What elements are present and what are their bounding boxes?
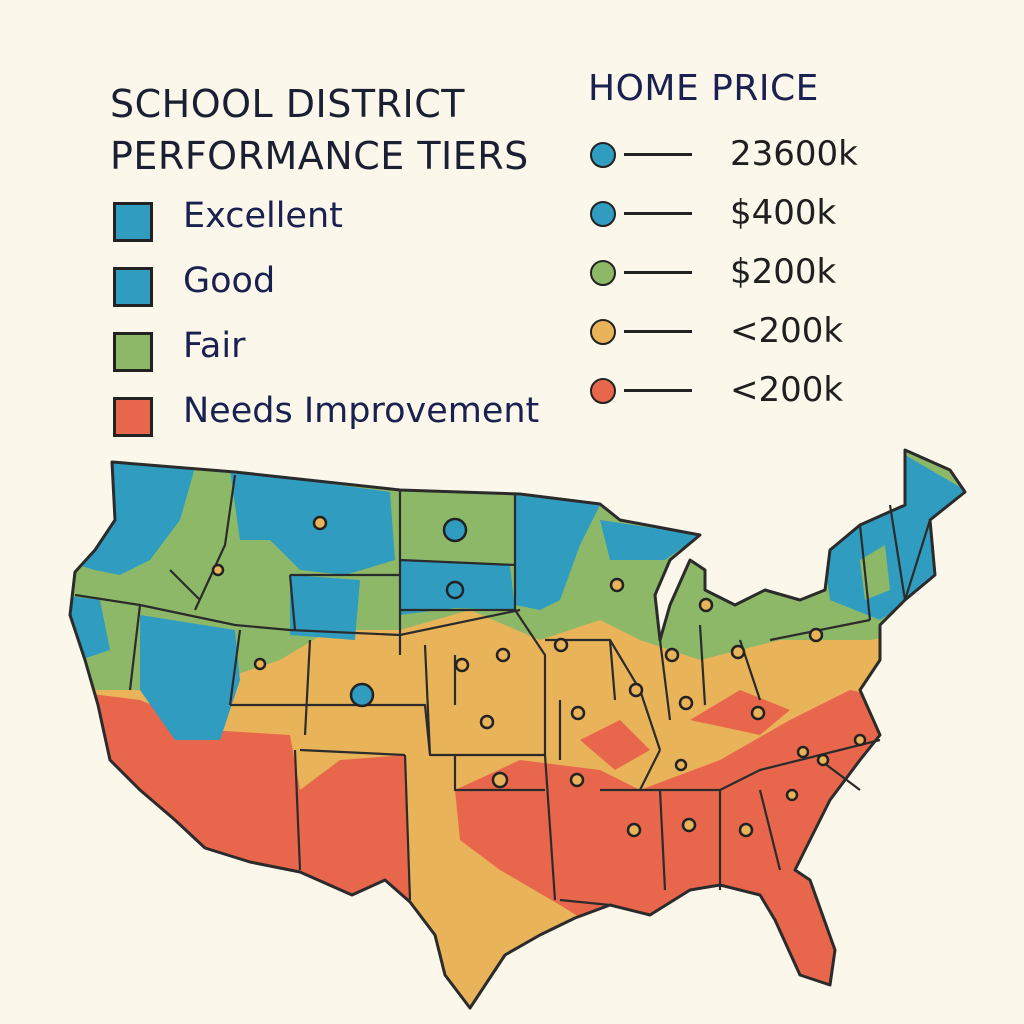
price-marker [678, 695, 694, 711]
price-marker [698, 597, 714, 613]
price-leader-line [624, 153, 692, 156]
price-marker [445, 580, 465, 600]
us-outline [68, 448, 967, 1010]
region-minnesota-blue [515, 495, 600, 610]
price-dot-icon [590, 319, 616, 345]
price-dot-icon [590, 378, 616, 404]
region-nevada-blue [140, 615, 240, 740]
legend-label-fair: Fair [183, 326, 246, 366]
region-ohio-red [690, 690, 790, 735]
price-marker [664, 647, 680, 663]
region-iowa-red [580, 720, 650, 770]
price-dot-icon [590, 201, 616, 227]
price-marker [553, 637, 569, 653]
price-label-4: <200k [730, 311, 844, 351]
price-marker [750, 705, 766, 721]
price-leader-line [624, 389, 692, 392]
price-label-5: <200k [730, 370, 844, 410]
home-price-title: HOME PRICE [588, 68, 819, 109]
price-marker [442, 517, 468, 543]
price-marker [853, 733, 867, 747]
swatch-fair [113, 332, 153, 372]
price-dot-icon [590, 142, 616, 168]
price-marker [816, 753, 830, 767]
price-leader-line [624, 212, 692, 215]
price-marker [796, 745, 810, 759]
region-great-lakes-blue [600, 520, 700, 560]
price-marker [349, 682, 375, 708]
price-marker [626, 822, 642, 838]
price-marker [738, 822, 754, 838]
price-marker [808, 627, 824, 643]
price-marker [569, 772, 585, 788]
region-montana-blue [230, 470, 395, 575]
price-marker [312, 515, 328, 531]
price-dot-icon [590, 260, 616, 286]
price-marker [674, 758, 688, 772]
legend-label-needs-improvement: Needs Improvement [183, 391, 540, 431]
legend-label-good: Good [183, 261, 276, 301]
region-south-central-red [455, 690, 900, 1008]
price-markers [211, 515, 867, 838]
price-marker [785, 788, 799, 802]
swatch-needs-improvement [113, 397, 153, 437]
state-borders [68, 448, 967, 1010]
price-leader-line [624, 271, 692, 274]
price-marker [491, 771, 509, 789]
legend-title-line1: SCHOOL DISTRICT [110, 82, 465, 126]
legend-label-excellent: Excellent [183, 196, 343, 236]
price-marker [495, 647, 511, 663]
price-marker [454, 657, 470, 673]
price-label-1: 23600k [730, 134, 858, 174]
swatch-good [113, 267, 153, 307]
region-new-england-blue [820, 455, 965, 620]
price-marker [479, 714, 495, 730]
price-marker [730, 644, 746, 660]
swatch-excellent [113, 202, 153, 242]
map-regions [70, 450, 965, 1008]
price-marker [628, 682, 644, 698]
price-marker [609, 577, 625, 593]
region-wyoming-blue [290, 575, 360, 640]
legend-title-line2: PERFORMANCE TIERS [110, 134, 529, 178]
price-marker [211, 563, 225, 577]
legend-title: SCHOOL DISTRICT PERFORMANCE TIERS [110, 78, 550, 182]
price-label-2: $400k [730, 193, 837, 233]
price-marker [253, 657, 267, 671]
price-leader-line [624, 330, 692, 333]
price-marker [570, 705, 586, 721]
price-marker [681, 817, 697, 833]
price-label-3: $200k [730, 252, 837, 292]
